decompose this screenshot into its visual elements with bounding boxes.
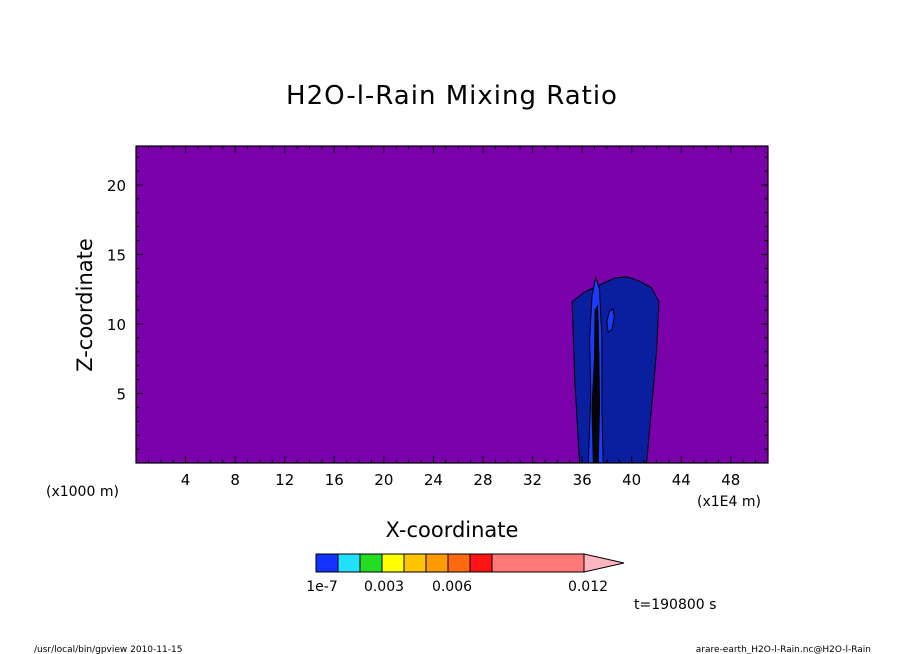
chart-title: H2O-l-Rain Mixing Ratio — [286, 81, 618, 111]
contour-region-3 — [606, 307, 615, 334]
x-tick-label-32: 32 — [523, 471, 542, 489]
colorbar-segment-9 — [491, 553, 585, 573]
colorbar-segment-5 — [403, 553, 427, 573]
x-tick-label-48: 48 — [721, 471, 740, 489]
x-axis-title: X-coordinate — [386, 518, 519, 542]
x-tick-label-24: 24 — [424, 471, 443, 489]
colorbar-label-1: 1e-7 — [306, 579, 337, 595]
colorbar-segment-1 — [315, 553, 339, 573]
background-field — [136, 146, 768, 463]
contour-region-4 — [591, 304, 601, 464]
y-tick-label-5: 5 — [116, 385, 126, 403]
colorbar — [315, 553, 625, 573]
footer-left: /usr/local/bin/gpview 2010-11-15 — [34, 645, 182, 654]
x-tick-label-12: 12 — [275, 471, 294, 489]
colorbar-extend-triangle — [583, 553, 625, 573]
y-axis-title: Z-coordinate — [73, 238, 97, 372]
colorbar-segment-3 — [359, 553, 383, 573]
x-tick-label-36: 36 — [573, 471, 592, 489]
x-tick-label-40: 40 — [622, 471, 641, 489]
y-tick-label-10: 10 — [107, 316, 126, 334]
plot-frame — [135, 145, 769, 464]
colorbar-label-2: 0.003 — [364, 579, 404, 595]
colorbar-segment-4 — [381, 553, 405, 573]
x-unit-label: (x1E4 m) — [697, 494, 761, 510]
footer-right: arare-earth_H2O-l-Rain.nc@H2O-l-Rain — [696, 645, 871, 654]
x-tick-label-20: 20 — [374, 471, 393, 489]
contour-region-1 — [571, 276, 660, 464]
x-tick-label-28: 28 — [473, 471, 492, 489]
y-tick-label-20: 20 — [107, 177, 126, 195]
y-tick-label-15: 15 — [107, 246, 126, 264]
colorbar-segment-8 — [469, 553, 493, 573]
x-tick-label-4: 4 — [181, 471, 191, 489]
colorbar-segment-7 — [447, 553, 471, 573]
colorbar-label-3: 0.006 — [432, 579, 472, 595]
x-tick-label-44: 44 — [672, 471, 691, 489]
x-tick-label-8: 8 — [230, 471, 240, 489]
time-label: t=190800 s — [634, 597, 716, 613]
y-unit-label: (x1000 m) — [46, 484, 119, 500]
colorbar-segment-6 — [425, 553, 449, 573]
colorbar-segment-2 — [337, 553, 361, 573]
colorbar-label-4: 0.012 — [568, 579, 608, 595]
x-tick-label-16: 16 — [325, 471, 344, 489]
contour-layer — [571, 276, 660, 464]
